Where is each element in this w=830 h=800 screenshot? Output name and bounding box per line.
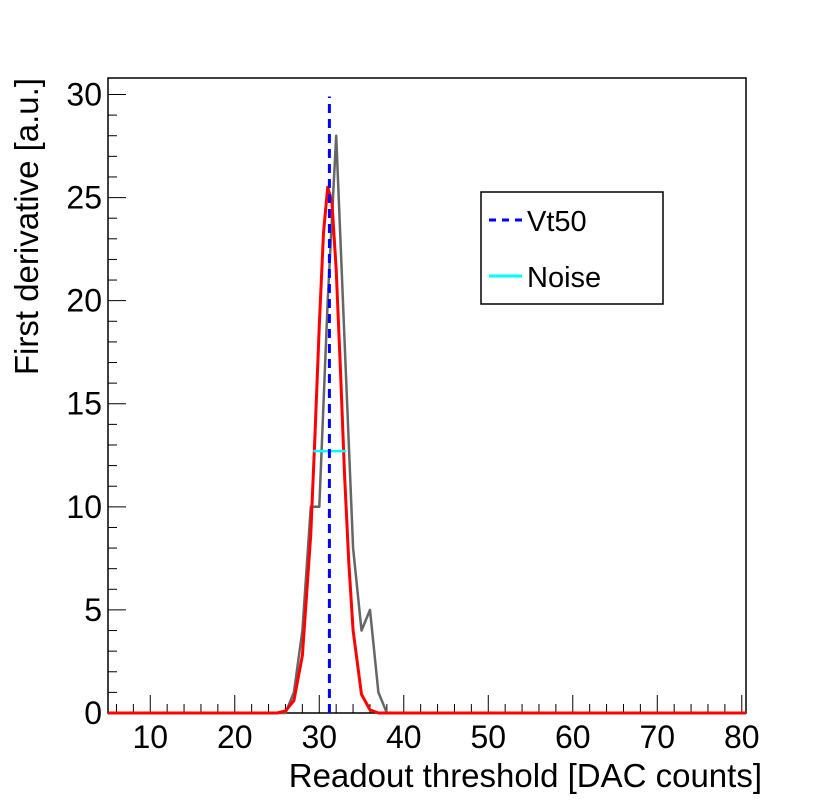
x-tick-label: 40: [386, 719, 422, 755]
legend-vt50-label: Vt50: [527, 206, 587, 238]
y-tick-label: 10: [66, 489, 102, 525]
x-tick-label: 10: [132, 719, 168, 755]
y-axis-title: First derivative [a.u.]: [8, 78, 45, 375]
tick-labels: 10 20 30 40 50 60 70 80 0 5 10 15 20 25 30: [66, 76, 759, 755]
y-tick-label: 0: [84, 695, 102, 731]
legend: Vt50 Noise: [480, 191, 664, 305]
y-tick-label: 20: [66, 283, 102, 319]
axis-ticks: [108, 93, 743, 714]
x-tick-label: 20: [217, 719, 253, 755]
x-tick-label: 50: [470, 719, 506, 755]
x-tick-label: 70: [639, 719, 675, 755]
y-tick-label: 15: [66, 386, 102, 422]
x-tick-label: 60: [555, 719, 591, 755]
x-tick-label: 80: [724, 719, 760, 755]
fit-series-line: [108, 185, 746, 715]
legend-box: [480, 191, 664, 305]
y-tick-label: 5: [84, 592, 102, 628]
data-series-line: [108, 134, 746, 715]
legend-noise-label: Noise: [527, 262, 601, 294]
series-layer: [108, 134, 746, 715]
x-axis-title: Readout threshold [DAC counts]: [289, 757, 762, 794]
y-tick-label: 30: [66, 76, 102, 112]
x-tick-label: 30: [301, 719, 337, 755]
markers-layer: [313, 96, 347, 713]
y-tick-label: 25: [66, 180, 102, 216]
